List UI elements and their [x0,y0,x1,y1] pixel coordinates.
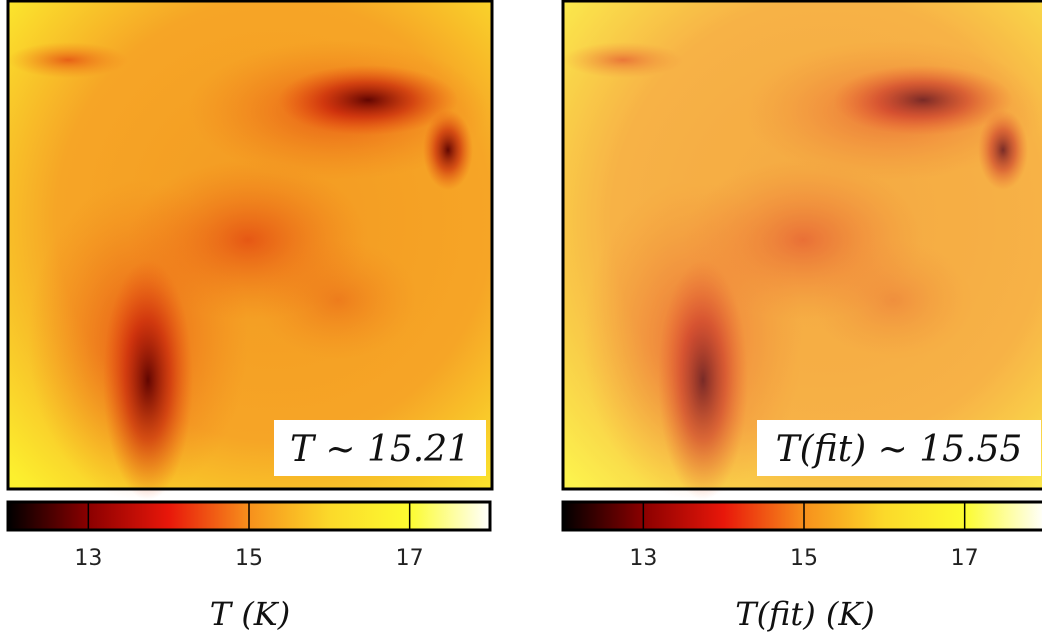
colorbar-tick-label: 15 [235,546,263,571]
panel: T(fit) ~ 15.55 13 15 17 T(fit) (K) [561,420,1042,633]
colorbar-label: T(fit) (K) [735,595,875,633]
annotation: T(fit) ~ 15.55 [776,429,1023,470]
map-frame [561,0,1042,491]
annotation-box [757,420,1041,476]
colorbar [561,500,1042,532]
panel: T ~ 15.21 13 15 17 T (K) [6,420,492,633]
annotation-box [274,420,486,476]
colorbar-tick-label: 17 [951,546,979,571]
colorbar-tick-label: 17 [396,546,424,571]
colorbar-tick-label: 13 [74,546,102,571]
map-left [6,0,494,500]
colorbar-label: T (K) [210,595,290,633]
colorbar-tick-label: 15 [790,546,818,571]
annotation: T ~ 15.21 [290,429,470,470]
colorbar-tick-label: 13 [629,546,657,571]
